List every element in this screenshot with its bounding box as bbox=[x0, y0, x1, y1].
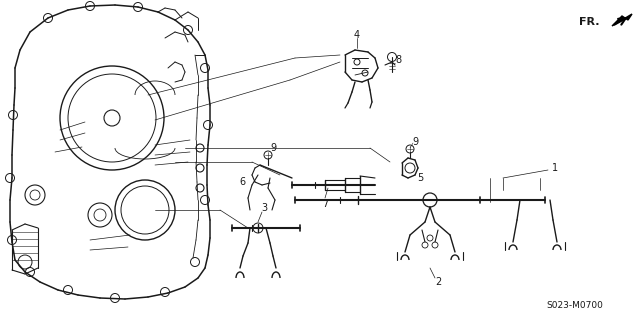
Polygon shape bbox=[612, 14, 632, 26]
Text: 9: 9 bbox=[412, 137, 418, 147]
Text: S023-M0700: S023-M0700 bbox=[547, 300, 604, 309]
Text: FR.: FR. bbox=[579, 17, 600, 27]
Text: 4: 4 bbox=[354, 30, 360, 40]
Text: 8: 8 bbox=[395, 55, 401, 65]
Text: 9: 9 bbox=[270, 143, 276, 153]
Text: 6: 6 bbox=[239, 177, 245, 187]
Text: 7: 7 bbox=[322, 199, 328, 209]
Text: 1: 1 bbox=[552, 163, 558, 173]
Text: 5: 5 bbox=[417, 173, 423, 183]
Text: 3: 3 bbox=[261, 203, 267, 213]
Text: 2: 2 bbox=[435, 277, 441, 287]
